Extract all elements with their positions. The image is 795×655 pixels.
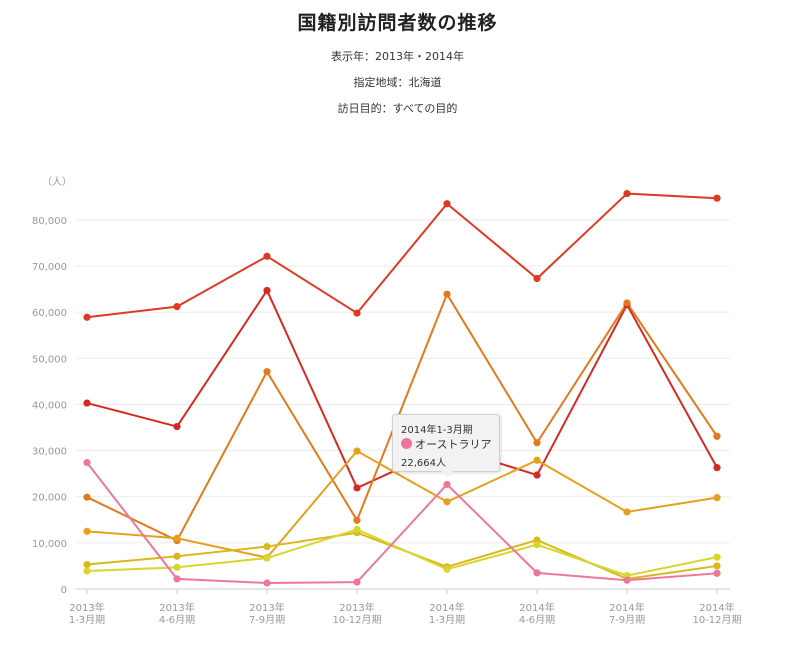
data-point[interactable] xyxy=(443,565,451,573)
data-point[interactable] xyxy=(713,569,721,577)
data-point[interactable] xyxy=(713,562,721,570)
data-point[interactable] xyxy=(353,525,361,534)
data-tooltip: 2014年1-3月期 オーストラリア 22,664人 xyxy=(392,414,500,478)
data-point[interactable] xyxy=(713,432,721,440)
tooltip-period: 2014年1-3月期 xyxy=(401,425,473,436)
x-tick-label-period: 7-9月期 xyxy=(249,614,285,626)
series-line xyxy=(86,450,718,559)
data-point[interactable] xyxy=(263,554,271,562)
data-point[interactable] xyxy=(533,569,541,577)
x-tick-label-year: 2013年 xyxy=(69,601,104,614)
y-axis-unit-label: （人） xyxy=(42,176,72,188)
data-point[interactable] xyxy=(173,552,181,560)
x-tick-label-year: 2014年 xyxy=(519,601,554,614)
x-axis: 2013年1-3月期2013年4-6月期2013年7-9月期2013年10-12… xyxy=(69,589,742,626)
region-label: 指定地域：北海道 xyxy=(353,76,442,89)
data-point[interactable] xyxy=(713,494,721,502)
data-point[interactable] xyxy=(533,471,541,479)
x-tick-label-period: 4-6月期 xyxy=(519,614,555,626)
data-point[interactable] xyxy=(263,579,271,587)
data-point[interactable] xyxy=(533,456,541,464)
y-tick-label: 40,000 xyxy=(32,400,67,411)
chart-title: 国籍別訪問者数の推移 xyxy=(297,12,498,34)
series-lines xyxy=(86,192,718,585)
data-point[interactable] xyxy=(713,464,721,472)
x-tick-label-period: 4-6月期 xyxy=(159,614,195,626)
tooltip-series-dot-icon xyxy=(401,438,412,449)
y-tick-label: 30,000 xyxy=(32,447,67,458)
tooltip-series-row: オーストラリア xyxy=(401,436,491,452)
data-point[interactable] xyxy=(173,575,181,583)
data-point[interactable] xyxy=(443,498,451,506)
y-tick-label: 50,000 xyxy=(32,354,67,365)
data-point[interactable] xyxy=(83,493,91,501)
data-point[interactable] xyxy=(443,200,451,208)
y-axis: 0 10,000 20,000 30,000 40,000 50,000 60,000 70,… xyxy=(32,176,72,596)
y-tick-label: 20,000 xyxy=(32,493,67,504)
data-point[interactable] xyxy=(623,576,631,584)
data-point[interactable] xyxy=(83,313,91,321)
series-line xyxy=(86,461,718,585)
y-tick-label: 10,000 xyxy=(32,539,67,550)
data-point[interactable] xyxy=(83,399,91,407)
y-tick-label: 70,000 xyxy=(32,262,67,273)
data-point[interactable] xyxy=(443,290,451,298)
data-point[interactable] xyxy=(263,286,271,295)
purpose-label: 訪日目的：すべての目的 xyxy=(337,102,458,115)
data-point[interactable] xyxy=(83,560,91,569)
x-tick-label-year: 2013年 xyxy=(249,601,284,614)
series-line xyxy=(86,528,718,577)
series-line xyxy=(86,293,718,542)
data-point[interactable] xyxy=(83,567,91,575)
data-point[interactable] xyxy=(533,541,541,549)
x-tick-label-period: 1-3月期 xyxy=(69,614,105,626)
x-tick-label-period: 10-12月期 xyxy=(692,614,741,626)
data-point[interactable] xyxy=(263,542,271,551)
data-point[interactable] xyxy=(353,484,361,492)
data-point[interactable] xyxy=(533,274,541,283)
data-point[interactable] xyxy=(263,252,271,260)
data-point[interactable] xyxy=(83,458,91,467)
x-tick-label-period: 1-3月期 xyxy=(429,614,465,626)
data-point[interactable] xyxy=(173,422,181,431)
series-points xyxy=(83,189,721,587)
data-point[interactable] xyxy=(83,527,91,535)
data-point[interactable] xyxy=(173,303,181,311)
data-point[interactable] xyxy=(623,299,631,307)
display-year-label: 表示年：2013年・2014年 xyxy=(331,50,464,63)
data-point[interactable] xyxy=(443,480,451,489)
x-tick-label-period: 10-12月期 xyxy=(332,614,381,626)
data-point[interactable] xyxy=(713,553,721,561)
data-point[interactable] xyxy=(533,439,541,447)
y-tick-label: 0 xyxy=(61,585,67,596)
x-tick-label-year: 2014年 xyxy=(699,601,734,614)
x-tick-label-year: 2014年 xyxy=(429,601,464,614)
series-line xyxy=(86,192,718,319)
data-point[interactable] xyxy=(173,534,181,542)
data-point[interactable] xyxy=(623,189,631,198)
x-tick-label-year: 2013年 xyxy=(339,601,374,614)
data-point[interactable] xyxy=(353,309,361,317)
data-point[interactable] xyxy=(623,508,631,516)
y-tick-label: 80,000 xyxy=(32,216,67,227)
data-point[interactable] xyxy=(713,194,721,202)
x-tick-label-year: 2014年 xyxy=(609,601,644,614)
data-point[interactable] xyxy=(173,563,181,571)
data-point[interactable] xyxy=(263,368,271,376)
data-point[interactable] xyxy=(353,578,361,586)
x-tick-label-period: 7-9月期 xyxy=(609,614,645,626)
x-tick-label-year: 2013年 xyxy=(159,601,194,614)
tooltip-value: 22,664人 xyxy=(401,458,446,469)
y-tick-label: 60,000 xyxy=(32,308,67,319)
data-point[interactable] xyxy=(353,516,361,524)
data-point[interactable] xyxy=(353,447,361,455)
tooltip-series-name: オーストラリア xyxy=(415,438,492,451)
